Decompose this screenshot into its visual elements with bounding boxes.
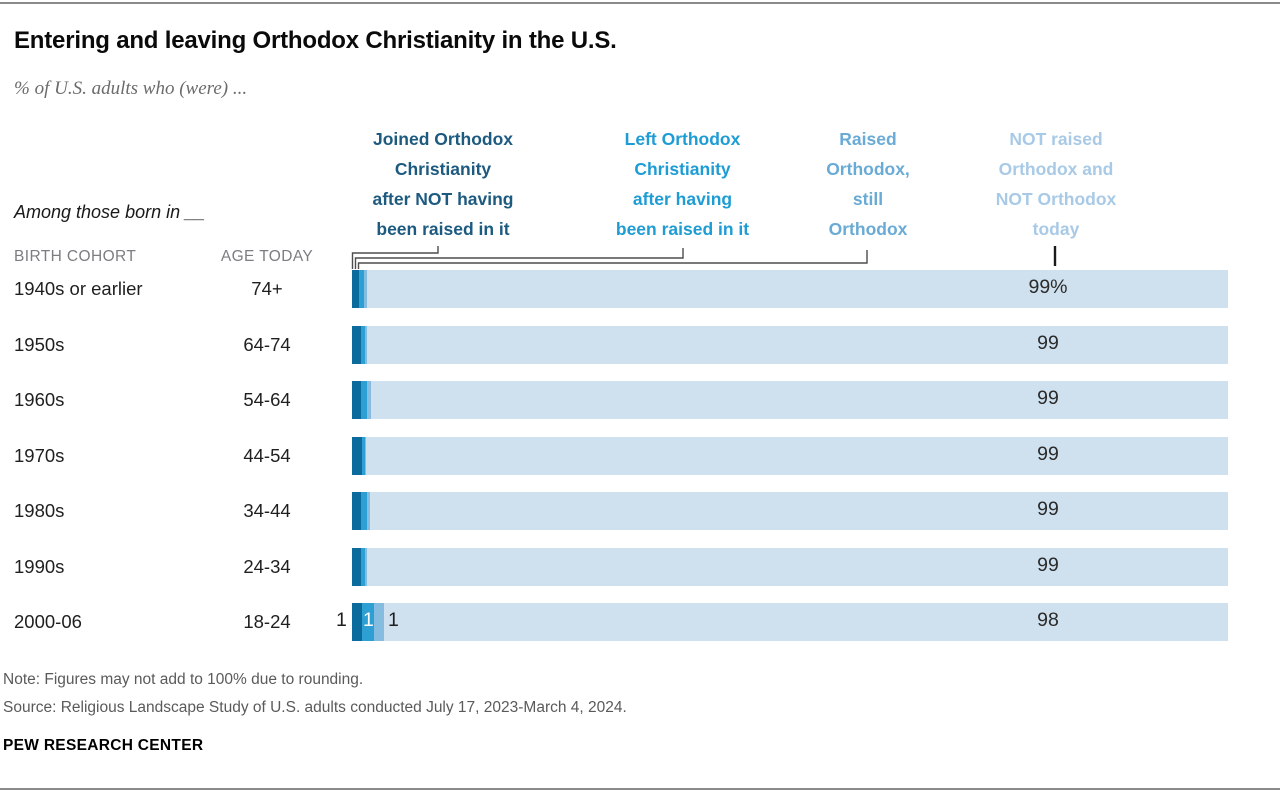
bar-segment-0 — [352, 381, 361, 419]
legend-col-joined: Joined Orthodox Christianity after NOT h… — [372, 129, 514, 239]
row-age-label: 64-74 — [243, 334, 291, 355]
row-cohort-label: 1950s — [14, 334, 65, 355]
legend-col-raised-still: Raised Orthodox, still Orthodox — [826, 129, 910, 239]
bar-segment-1 — [361, 326, 365, 364]
row-cohort-label: 1940s or earlier — [14, 278, 143, 299]
top-rule — [0, 2, 1280, 4]
bar-segment-2 — [365, 326, 367, 364]
bar-segment-1 — [362, 437, 365, 475]
left-segment-label: 1 — [363, 609, 374, 631]
bar-segment-2 — [365, 437, 366, 475]
row-age-label: 54-64 — [243, 389, 291, 410]
bar-segment-1 — [361, 548, 365, 586]
row-age-label: 24-34 — [243, 556, 291, 577]
bar-value-label: 98 — [1037, 609, 1059, 631]
bottom-rule — [0, 788, 1280, 790]
chart-subtitle: % of U.S. adults who (were) ... — [14, 78, 248, 99]
bar-segment-2 — [367, 492, 370, 530]
bar-segment-1 — [361, 492, 367, 530]
raised-segment-label: 1 — [388, 609, 399, 631]
among-born-label: Among those born in __ — [14, 202, 206, 222]
stacked-bar — [352, 548, 1228, 586]
brand-footer: PEW RESEARCH CENTER — [3, 737, 204, 754]
bar-segment-0 — [352, 437, 362, 475]
bar-segment-0 — [352, 548, 361, 586]
bar-value-label: 99 — [1037, 443, 1059, 465]
bar-value-label: 99 — [1037, 387, 1059, 409]
source-text: Source: Religious Landscape Study of U.S… — [3, 699, 627, 716]
note-text: Note: Figures may not add to 100% due to… — [3, 671, 364, 688]
bar-segment-0 — [352, 492, 361, 530]
stacked-bar — [352, 492, 1228, 530]
bar-segment-2 — [367, 381, 371, 419]
bar-segment-0 — [352, 603, 362, 641]
row-age-label: 18-24 — [243, 611, 291, 632]
row-cohort-label: 1960s — [14, 389, 65, 410]
row-cohort-label: 1990s — [14, 556, 65, 577]
stacked-bar — [352, 437, 1228, 475]
chart-title: Entering and leaving Orthodox Christiani… — [14, 27, 617, 54]
bar-segment-1 — [362, 603, 374, 641]
bar-segment-0 — [352, 270, 359, 308]
birth-cohort-column-header: BIRTH COHORT — [14, 248, 137, 265]
legend-col-not-raised: NOT raised Orthodox and NOT Orthodox tod… — [995, 129, 1117, 239]
bar-segment-2 — [365, 548, 367, 586]
bar-value-label: 99% — [1028, 276, 1068, 298]
bar-segment-2 — [374, 603, 384, 641]
age-today-column-header: AGE TODAY — [220, 248, 314, 265]
bar-value-label: 99 — [1037, 332, 1059, 354]
stacked-bar — [352, 603, 1228, 641]
row-cohort-label: 1970s — [14, 445, 65, 466]
bar-segment-1 — [361, 381, 367, 419]
row-cohort-label: 2000-06 — [14, 611, 82, 632]
stacked-bar — [352, 381, 1228, 419]
row-age-label: 34-44 — [243, 500, 291, 521]
row-cohort-label: 1980s — [14, 500, 65, 521]
bar-segment-0 — [352, 326, 361, 364]
bar-value-label: 99 — [1037, 498, 1059, 520]
legend-col-left: Left Orthodox Christianity after having … — [615, 129, 750, 239]
bar-segment-1 — [359, 270, 364, 308]
bar-segment-2 — [364, 270, 367, 308]
stacked-bar — [352, 270, 1228, 308]
bar-value-label: 99 — [1037, 554, 1059, 576]
row-age-label: 44-54 — [243, 445, 291, 466]
row-age-label: 74+ — [251, 278, 283, 299]
joined-segment-label: 1 — [336, 609, 347, 631]
stacked-bar — [352, 326, 1228, 364]
